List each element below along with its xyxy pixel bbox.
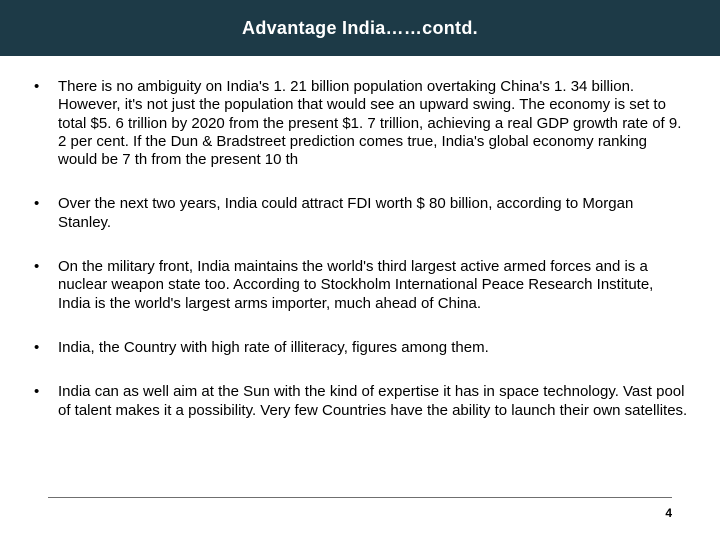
list-item: India can as well aim at the Sun with th… bbox=[30, 383, 690, 420]
list-item: Over the next two years, India could att… bbox=[30, 195, 690, 232]
bullet-list: There is no ambiguity on India's 1. 21 b… bbox=[30, 78, 690, 420]
page-number: 4 bbox=[665, 506, 672, 520]
slide-title: Advantage India……contd. bbox=[242, 18, 478, 39]
list-item: On the military front, India maintains t… bbox=[30, 258, 690, 313]
footer-divider bbox=[48, 497, 672, 498]
list-item: There is no ambiguity on India's 1. 21 b… bbox=[30, 78, 690, 169]
list-item: India, the Country with high rate of ill… bbox=[30, 339, 690, 357]
title-bar: Advantage India……contd. bbox=[0, 0, 720, 56]
slide-content: There is no ambiguity on India's 1. 21 b… bbox=[0, 56, 720, 420]
